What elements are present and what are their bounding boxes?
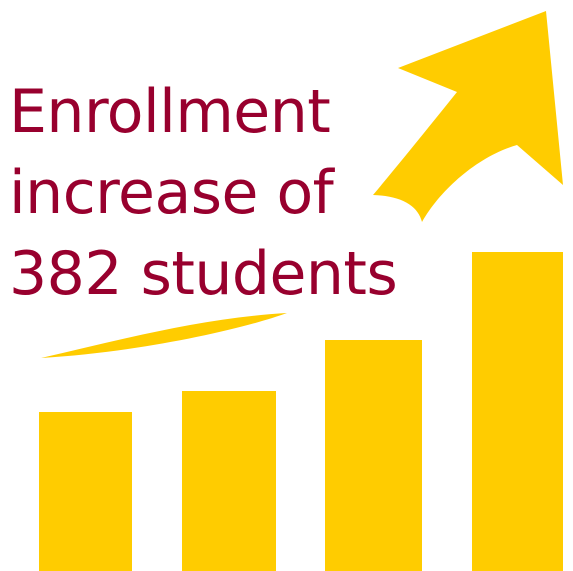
growth-arrow-icon: [41, 11, 563, 358]
bar-4: [472, 252, 563, 571]
bar-chart-icon: [39, 252, 563, 571]
arrow-tail-swoosh: [41, 313, 287, 358]
headline-line-3: 382 students: [9, 239, 398, 309]
bar-2: [182, 391, 276, 571]
bar-3: [325, 340, 422, 571]
headline: Enrollment increase of 382 students: [9, 72, 398, 315]
arrow-body: [373, 11, 563, 222]
headline-line-1: Enrollment: [9, 77, 331, 147]
bar-1: [39, 412, 132, 571]
headline-line-2: increase of: [9, 158, 334, 228]
